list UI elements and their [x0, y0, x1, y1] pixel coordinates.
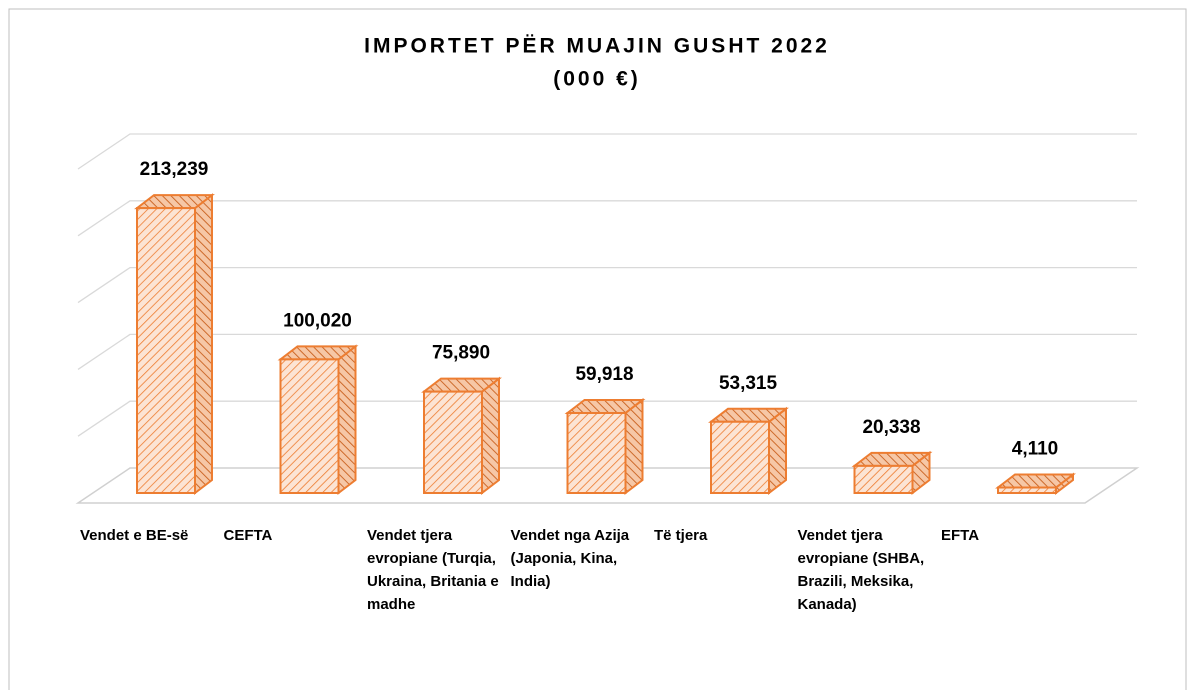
grid-line [77, 266, 1137, 304]
data-label: 100,020 [283, 310, 352, 331]
data-label: 59,918 [575, 364, 633, 385]
x-tick-label: CEFTA [223, 527, 273, 544]
chart-title: IMPORTET PËR MUAJIN GUSHT 2022 [364, 35, 830, 58]
x-tick-label: Të tjera [654, 527, 708, 544]
data-label: 213,239 [140, 159, 209, 180]
bar [564, 397, 646, 496]
grid-line [77, 200, 1137, 237]
chart-subtitle: (000 €) [553, 68, 641, 91]
chart-border [8, 8, 1187, 690]
grid-line [77, 333, 1137, 370]
data-label: 4,110 [1012, 439, 1059, 460]
bar [421, 376, 502, 496]
x-tick-label: Vendet e BE-së [80, 527, 189, 544]
bar [277, 344, 359, 496]
x-tick-label: Vendet nga Azija (Japonia, Kina, India) [510, 527, 630, 590]
data-label: 20,338 [862, 417, 920, 438]
bar [851, 450, 933, 496]
bar [708, 406, 789, 496]
grid-line [77, 133, 1137, 170]
bar [134, 193, 215, 496]
data-label: 53,315 [719, 373, 778, 394]
data-label: 75,890 [432, 343, 490, 364]
x-tick-label: Vendet tjera evropiane (Turqia, Ukraina,… [367, 527, 499, 613]
x-tick-label: Vendet tjera evropiane (SHBA, Brazili, M… [797, 527, 925, 613]
grid-line [77, 400, 1137, 437]
bar [995, 472, 1076, 496]
x-tick-label: EFTA [941, 527, 980, 544]
